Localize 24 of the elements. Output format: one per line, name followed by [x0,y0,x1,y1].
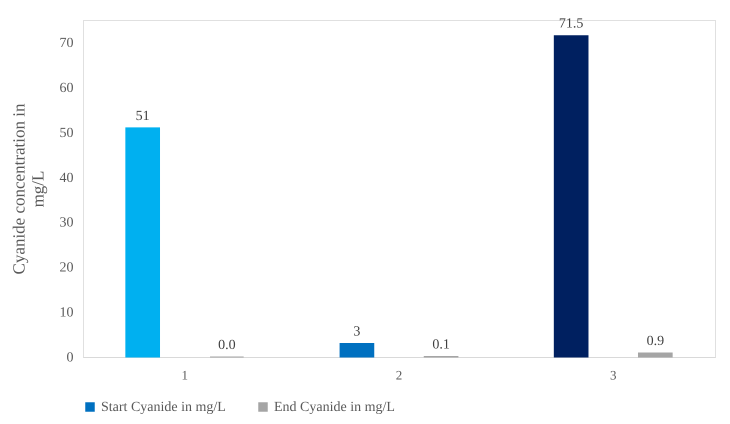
bar [125,127,160,358]
y-tick-label: 0 [66,350,74,366]
legend-label: End Cyanide in mg/L [274,400,395,415]
x-tick-label: 1 [182,368,188,382]
bar [554,35,588,358]
data-label: 51 [136,108,150,124]
bar [340,343,374,358]
data-label: 71.5 [558,16,584,32]
y-tick-label: 20 [60,260,74,276]
data-label: 3 [353,324,360,340]
data-label: 0.1 [432,338,450,353]
bar [638,352,673,358]
y-tick-label: 70 [60,36,74,51]
y-axis-title: Cyanide concentration in mg/L [10,103,48,274]
y-tick-label: 50 [60,126,74,141]
x-tick-label: 2 [396,368,402,382]
y-tick-label: 30 [60,216,74,231]
legend-label: Start Cyanide in mg/L [101,400,226,415]
y-tick-label: 40 [60,170,74,186]
y-tick-label: 60 [60,80,74,96]
x-tick-label: 3 [610,368,616,382]
data-label: 0.9 [646,334,664,349]
data-label: 0.0 [218,338,236,353]
y-tick-label: 10 [60,306,74,321]
